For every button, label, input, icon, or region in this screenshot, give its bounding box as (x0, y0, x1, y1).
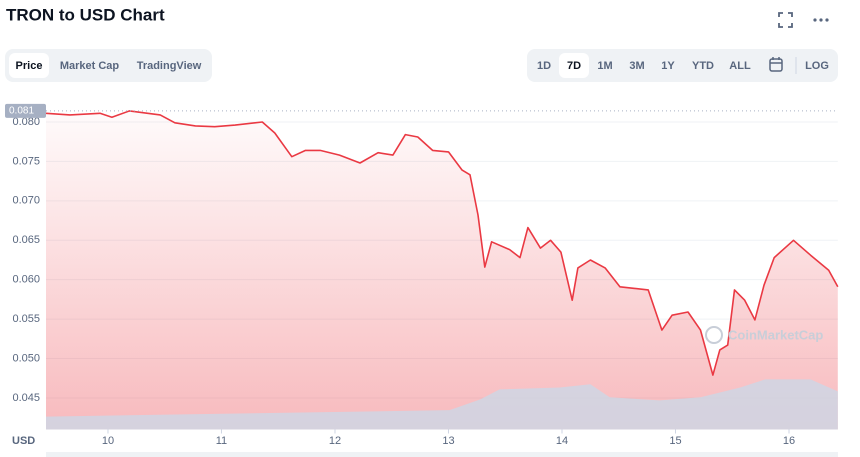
watermark-logo (705, 326, 723, 344)
y-tick-label: 0.075 (12, 155, 40, 167)
tab-bar (5, 49, 212, 82)
range-button[interactable]: 1M (597, 60, 612, 72)
watermark: CoinMarketCap (728, 327, 823, 342)
range-button[interactable]: 7D (567, 60, 581, 72)
range-bar (527, 49, 838, 82)
range-button[interactable]: 3M (629, 60, 644, 72)
y-tick-label: 0.065 (12, 234, 40, 246)
y-tick-label: 0.060 (12, 274, 40, 286)
x-tick-label: 15 (669, 435, 681, 447)
tab[interactable]: TradingView (137, 60, 202, 72)
plot-area (45, 110, 839, 434)
range-button[interactable]: 1Y (661, 60, 675, 72)
calendar-icon[interactable] (769, 57, 783, 72)
y-tick-label: 0.045 (12, 392, 40, 404)
tab[interactable]: Market Cap (60, 60, 120, 72)
range-active-bg (559, 53, 589, 78)
x-tick-label: 13 (442, 435, 454, 447)
y-tick-label: 0.055 (12, 313, 40, 325)
navigator[interactable] (46, 452, 838, 457)
range-button[interactable]: YTD (692, 60, 714, 72)
x-tick-label: 11 (216, 435, 227, 447)
fullscreen-icon[interactable] (778, 12, 793, 28)
tab-active-bg (9, 53, 49, 78)
y-tick-label: 0.050 (12, 352, 40, 364)
max-price-badge (5, 103, 46, 118)
tab[interactable]: Price (16, 60, 43, 72)
x-tick-label: 12 (329, 435, 341, 447)
y-unit-label: USD (12, 435, 35, 447)
range-button[interactable]: ALL (729, 60, 751, 72)
y-tick-label: 0.070 (12, 195, 40, 207)
volume-area (46, 379, 838, 430)
range-button[interactable]: 1D (537, 60, 551, 72)
price-line (45, 110, 839, 376)
x-tick-label: 16 (783, 435, 795, 447)
more-icon[interactable] (813, 18, 829, 22)
y-tick-label: 0.080 (12, 116, 40, 128)
x-tick-label: 10 (102, 435, 114, 447)
x-tick-label: 14 (556, 435, 568, 447)
price-area (46, 110, 838, 430)
max-price-label: 0.081 (9, 106, 34, 117)
log-toggle[interactable]: LOG (805, 60, 829, 72)
chart-title: TRON to USD Chart (6, 5, 165, 24)
